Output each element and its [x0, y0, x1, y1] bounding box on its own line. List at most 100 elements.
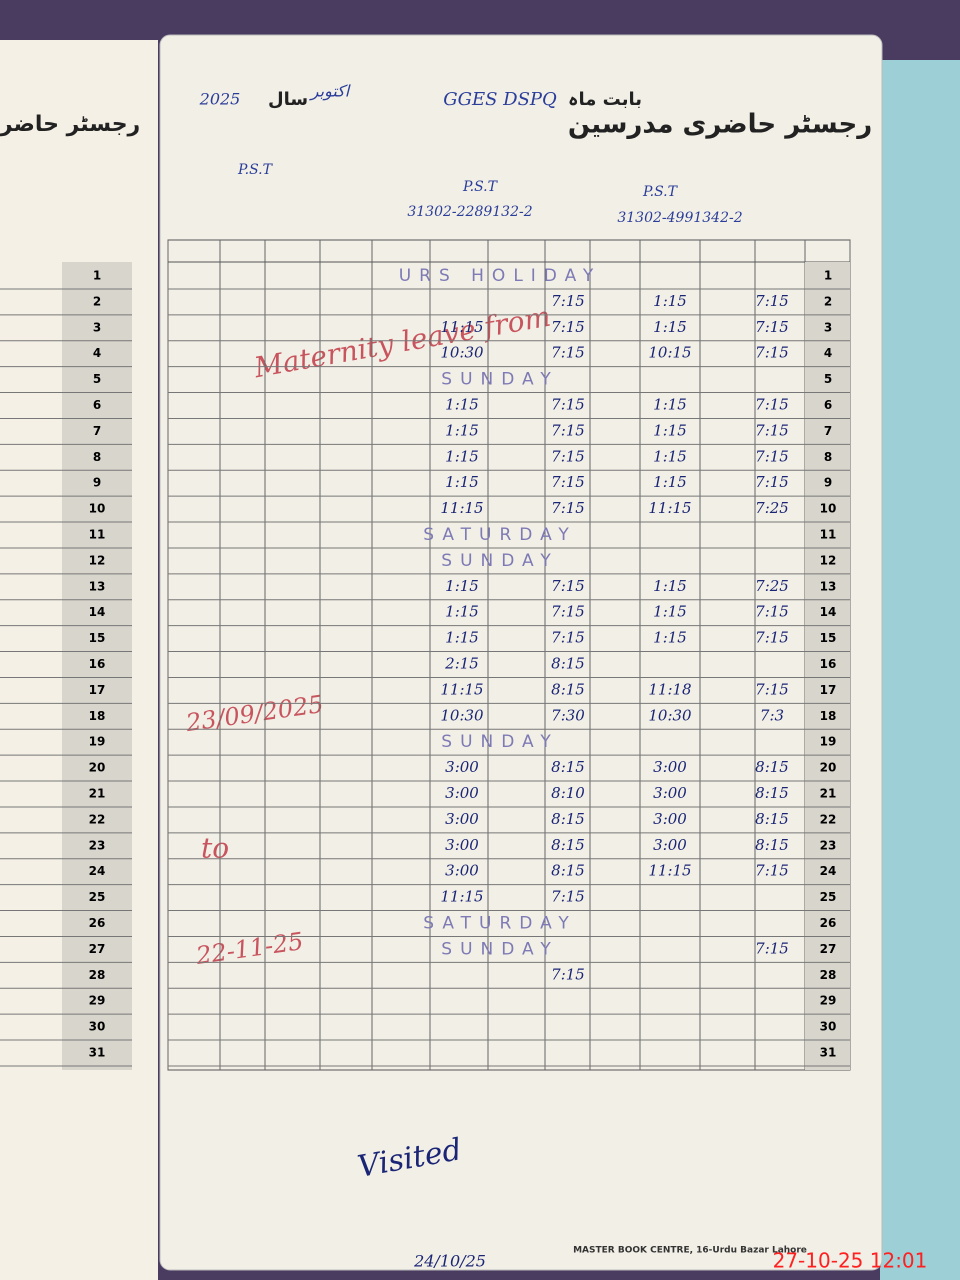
day-number: 9: [93, 476, 101, 490]
day-number: 15: [89, 631, 106, 645]
day-number: 14: [89, 605, 106, 619]
time-entry: 1:15: [653, 629, 687, 647]
time-entry: 7:15: [551, 473, 585, 491]
time-entry: 8:15: [551, 810, 585, 828]
day-number: 20: [89, 761, 106, 775]
day-number: 17: [820, 683, 837, 697]
time-entry: 11:15: [440, 499, 483, 517]
note-text: to: [201, 832, 229, 865]
day-label: SUNDAY: [441, 939, 558, 959]
day-number: 6: [824, 398, 832, 412]
time-entry: 7:3: [760, 706, 784, 724]
time-entry: 8:15: [551, 655, 585, 673]
time-entry: 7:15: [755, 344, 789, 362]
day-column: [805, 262, 850, 1070]
day-number: 31: [89, 1046, 106, 1060]
day-number: 26: [820, 916, 837, 930]
time-entry: 7:25: [755, 499, 789, 517]
day-number: 19: [89, 735, 106, 749]
time-entry: 1:15: [653, 318, 687, 336]
time-entry: 1:15: [445, 629, 479, 647]
time-entry: 3:00: [445, 758, 479, 776]
time-entry: 7:15: [755, 603, 789, 621]
month: اکتوبر: [309, 82, 351, 101]
day-number: 5: [93, 372, 101, 386]
time-entry: 1:15: [445, 421, 479, 439]
day-number: 26: [89, 916, 106, 930]
time-entry: 1:15: [445, 447, 479, 465]
day-number: 17: [89, 683, 106, 697]
time-entry: 10:30: [440, 344, 484, 362]
time-entry: 1:15: [445, 473, 479, 491]
time-entry: 7:15: [551, 965, 585, 983]
cnic: 31302-2289132-2: [407, 204, 532, 220]
day-number: 28: [89, 968, 106, 982]
time-entry: 7:15: [755, 680, 789, 698]
time-entry: 7:15: [755, 396, 789, 414]
cnic: 31302-4991342-2: [617, 210, 742, 226]
time-entry: 3:00: [653, 758, 687, 776]
day-number: 21: [820, 787, 837, 801]
day-number: 1: [93, 269, 101, 283]
time-entry: 3:00: [653, 836, 687, 854]
day-label: SATURDAY: [423, 525, 577, 545]
day-number: 12: [820, 553, 837, 567]
footer: MASTER BOOK CENTRE, 16-Urdu Bazar Lahore: [573, 1246, 807, 1256]
time-entry: 3:00: [653, 810, 687, 828]
time-entry: 1:15: [653, 447, 687, 465]
month-label: بابت ماہ: [568, 89, 642, 110]
time-entry: 3:00: [445, 836, 479, 854]
day-number: 4: [93, 346, 101, 360]
time-entry: 7:30: [551, 706, 585, 724]
time-entry: 7:15: [755, 292, 789, 310]
time-entry: 1:15: [445, 396, 479, 414]
time-entry: 11:15: [440, 318, 483, 336]
day-number: 30: [820, 1020, 837, 1034]
day-number: 18: [820, 709, 837, 723]
time-entry: 11:18: [648, 680, 691, 698]
time-entry: 8:15: [755, 836, 789, 854]
time-entry: 1:15: [653, 577, 687, 595]
day-number: 14: [820, 605, 837, 619]
day-label: SUNDAY: [441, 370, 558, 390]
day-number: 7: [824, 424, 832, 438]
day-number: 6: [93, 398, 101, 412]
day-number: 16: [820, 657, 837, 671]
timestamp: 27-10-25 12:01: [773, 1249, 928, 1273]
day-number: 5: [824, 372, 832, 386]
day-label: SATURDAY: [423, 914, 577, 934]
day-number: 31: [820, 1046, 837, 1060]
visited-date: 24/10/25: [413, 1252, 486, 1271]
day-number: 15: [820, 631, 837, 645]
day-number: 29: [820, 994, 837, 1008]
time-entry: 7:15: [551, 629, 585, 647]
time-entry: 8:15: [755, 810, 789, 828]
day-number: 10: [89, 502, 106, 516]
designation: P.S.T: [237, 162, 274, 178]
day-number: 29: [89, 994, 106, 1008]
time-entry: 7:15: [755, 421, 789, 439]
day-number: 2: [93, 294, 101, 308]
year-label: سال: [268, 89, 308, 110]
time-entry: 7:25: [755, 577, 789, 595]
day-number: 27: [89, 942, 106, 956]
time-entry: 1:15: [653, 396, 687, 414]
time-entry: 7:15: [551, 421, 585, 439]
day-label: URS HOLIDAY: [399, 266, 602, 286]
time-entry: 1:15: [653, 292, 687, 310]
time-entry: 1:15: [445, 577, 479, 595]
time-entry: 7:15: [755, 447, 789, 465]
day-number: 3: [93, 320, 101, 334]
time-entry: 10:15: [648, 344, 691, 362]
day-number: 13: [820, 579, 837, 593]
title: رجسٹر حاضری مدرسین: [568, 110, 872, 140]
day-number: 10: [820, 502, 837, 516]
time-entry: 3:00: [445, 784, 479, 802]
day-number: 1: [824, 269, 832, 283]
day-number: 30: [89, 1020, 106, 1034]
day-number: 25: [820, 890, 837, 904]
time-entry: 8:15: [551, 836, 585, 854]
designation: P.S.T: [462, 179, 499, 195]
time-entry: 7:15: [551, 499, 585, 517]
